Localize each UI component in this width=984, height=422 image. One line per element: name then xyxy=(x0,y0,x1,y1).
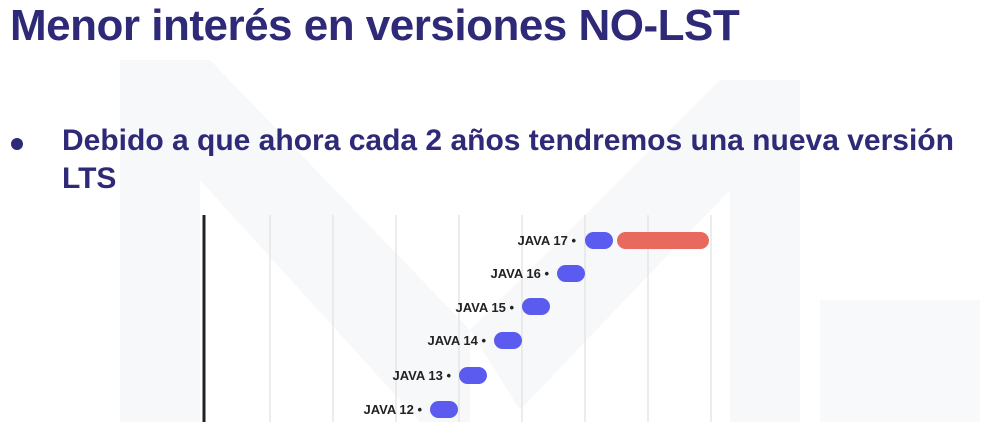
version-row-java-13: JAVA 13 • xyxy=(393,367,487,384)
bullet-point-icon xyxy=(11,138,23,150)
version-label: JAVA 15 • xyxy=(456,300,515,315)
release-bar xyxy=(585,232,613,249)
release-bar xyxy=(459,367,487,384)
version-label: JAVA 12 • xyxy=(364,402,423,417)
lts-support-bar xyxy=(617,232,709,249)
version-row-java-12: JAVA 12 • xyxy=(364,401,458,418)
version-row-java-14: JAVA 14 • xyxy=(428,332,522,349)
release-bar xyxy=(430,401,458,418)
version-label: JAVA 16 • xyxy=(491,266,550,281)
version-label: JAVA 17 • xyxy=(518,233,577,248)
slide-title: Menor interés en versiones NO-LST xyxy=(10,1,740,50)
timeline-grid xyxy=(269,215,712,422)
version-label: JAVA 13 • xyxy=(393,368,452,383)
release-bar xyxy=(557,265,585,282)
release-bar xyxy=(494,332,522,349)
version-label: JAVA 14 • xyxy=(428,333,487,348)
bullet-text: Debido a que ahora cada 2 años tendremos… xyxy=(62,124,954,195)
release-bar xyxy=(522,298,550,315)
version-row-java-15: JAVA 15 • xyxy=(456,298,550,315)
version-row-java-17: JAVA 17 • xyxy=(518,232,709,249)
version-row-java-16: JAVA 16 • xyxy=(491,265,585,282)
